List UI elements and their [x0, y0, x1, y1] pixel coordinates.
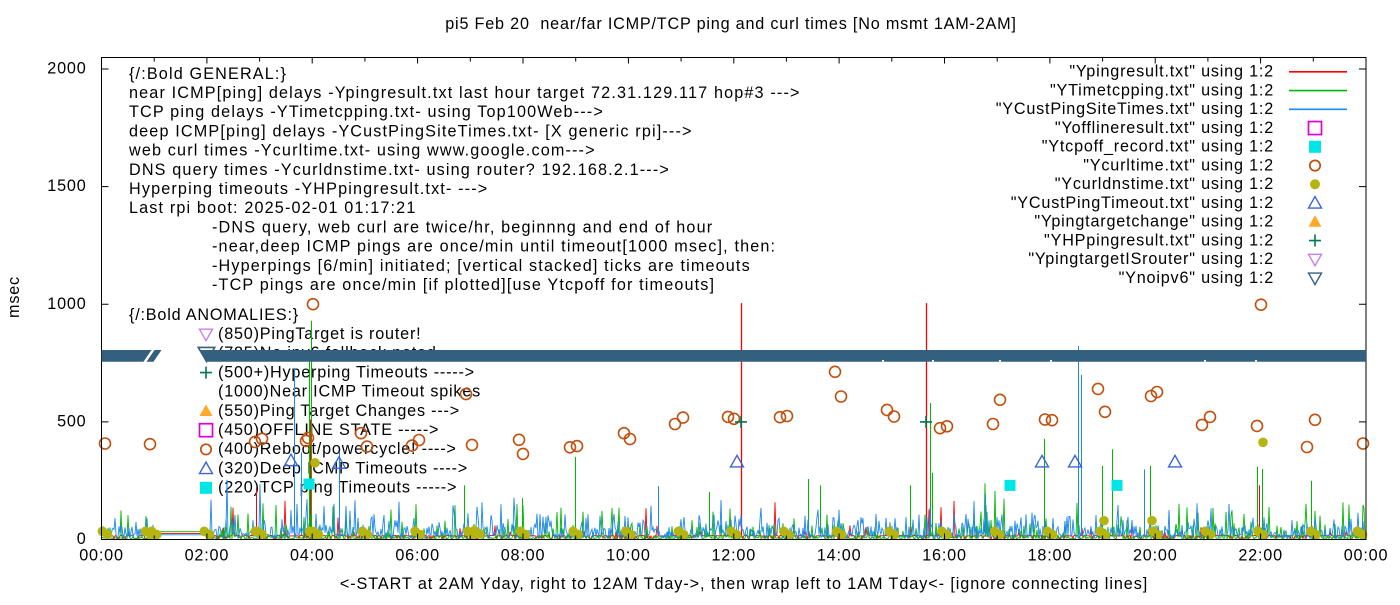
svg-text:pi5 Feb 20 near/far ICMP/TCP: pi5 Feb 20 near/far ICMP/TCP ping and cu… [445, 15, 1016, 33]
svg-text:(1000)Near ICMP Timeout spikes: (1000)Near ICMP Timeout spikes [218, 383, 481, 401]
svg-text:00:00: 00:00 [79, 547, 124, 565]
svg-text:msec: msec [5, 276, 23, 318]
svg-text:1500: 1500 [47, 177, 86, 195]
svg-text:"Ynoipv6" using 1:2: "Ynoipv6" using 1:2 [1119, 269, 1274, 287]
svg-text:1000: 1000 [47, 295, 86, 313]
svg-text:near ICMP[ping] delays -Ypingr: near ICMP[ping] delays -Ypingresult.txt … [129, 84, 801, 102]
svg-text:"YpingtargetISrouter" using 1:: "YpingtargetISrouter" using 1:2 [1028, 250, 1274, 268]
svg-text:Hyperping timeouts -YHPpingres: Hyperping timeouts -YHPpingresult.txt- -… [129, 180, 488, 198]
svg-text:DNS query times -Ycurldnstime.: DNS query times -Ycurldnstime.txt- using… [129, 161, 670, 179]
svg-text:"Ypingresult.txt" using 1:2: "Ypingresult.txt" using 1:2 [1069, 63, 1274, 81]
svg-text:"YCustPingSiteTimes.txt" using: "YCustPingSiteTimes.txt" using 1:2 [996, 100, 1274, 118]
svg-text:12:00: 12:00 [711, 547, 756, 565]
svg-text:-DNS query, web curl are twice: -DNS query, web curl are twice/hr, begin… [212, 218, 713, 236]
svg-text:(400)Reboot/powercycle! ---->: (400)Reboot/powercycle! ----> [218, 440, 457, 458]
svg-text:"YTimetcpping.txt" using 1:2: "YTimetcpping.txt" using 1:2 [1050, 81, 1274, 99]
svg-text:16:00: 16:00 [922, 547, 967, 565]
svg-text:-Hyperpings [6/min] initiated;: -Hyperpings [6/min] initiated; [vertical… [212, 257, 751, 275]
svg-text:-near,deep ICMP pings are once: -near,deep ICMP pings are once/min until… [212, 238, 776, 256]
svg-text:00:00: 00:00 [1344, 547, 1389, 565]
svg-text:"YHPpingresult.txt" using 1:2: "YHPpingresult.txt" using 1:2 [1044, 231, 1274, 249]
svg-text:"Yofflineresult.txt" using 1:2: "Yofflineresult.txt" using 1:2 [1055, 119, 1274, 137]
svg-text:500: 500 [57, 412, 86, 430]
svg-text:"Ypingtargetchange" using 1:2: "Ypingtargetchange" using 1:2 [1034, 213, 1274, 231]
svg-text:-TCP pings are once/min [if pl: -TCP pings are once/min [if plotted][use… [212, 276, 715, 294]
svg-text:(550)Ping Target Changes --->: (550)Ping Target Changes ---> [218, 402, 460, 420]
svg-text:"Ytcpoff_record.txt" using 1:2: "Ytcpoff_record.txt" using 1:2 [1042, 138, 1274, 156]
svg-text:"Ycurldnstime.txt" using 1:2: "Ycurldnstime.txt" using 1:2 [1055, 175, 1274, 193]
svg-text:(850)PingTarget is router!: (850)PingTarget is router! [218, 325, 421, 343]
svg-text:TCP ping delays -YTimetcpping.: TCP ping delays -YTimetcpping.txt- using… [129, 103, 604, 121]
svg-text:(500+)Hyperping Timeouts -----: (500+)Hyperping Timeouts -----> [218, 363, 475, 381]
svg-text:deep ICMP[ping] delays -YCustP: deep ICMP[ping] delays -YCustPingSiteTim… [129, 122, 693, 140]
svg-text:0: 0 [77, 530, 87, 548]
svg-text:"YCustPingTimeout.txt" using 1: "YCustPingTimeout.txt" using 1:2 [1011, 194, 1274, 212]
svg-text:{/:Bold ANOMALIES:}: {/:Bold ANOMALIES:} [129, 306, 299, 324]
svg-text:18:00: 18:00 [1028, 547, 1073, 565]
svg-text:04:00: 04:00 [290, 547, 335, 565]
svg-text:web curl times -Ycurltime.txt-: web curl times -Ycurltime.txt- using www… [128, 142, 596, 160]
svg-text:10:00: 10:00 [606, 547, 651, 565]
svg-text:08:00: 08:00 [501, 547, 546, 565]
svg-text:20:00: 20:00 [1133, 547, 1178, 565]
svg-text:(450)OFFLINE STATE ----->: (450)OFFLINE STATE -----> [218, 421, 439, 439]
svg-text:<-START at 2AM Yday, right to: <-START at 2AM Yday, right to 12AM Tday-… [340, 575, 1148, 593]
svg-text:Last rpi boot: 2025-02-01 01:1: Last rpi boot: 2025-02-01 01:17:21 [129, 199, 417, 217]
svg-text:02:00: 02:00 [185, 547, 230, 565]
svg-text:22:00: 22:00 [1238, 547, 1283, 565]
svg-text:2000: 2000 [47, 60, 86, 78]
svg-text:(220)TCP ping Timeouts ----->: (220)TCP ping Timeouts -----> [218, 479, 457, 497]
svg-text:{/:Bold GENERAL:}: {/:Bold GENERAL:} [129, 65, 287, 83]
svg-text:"Ycurltime.txt" using 1:2: "Ycurltime.txt" using 1:2 [1083, 156, 1274, 174]
svg-text:06:00: 06:00 [395, 547, 440, 565]
svg-text:14:00: 14:00 [817, 547, 862, 565]
